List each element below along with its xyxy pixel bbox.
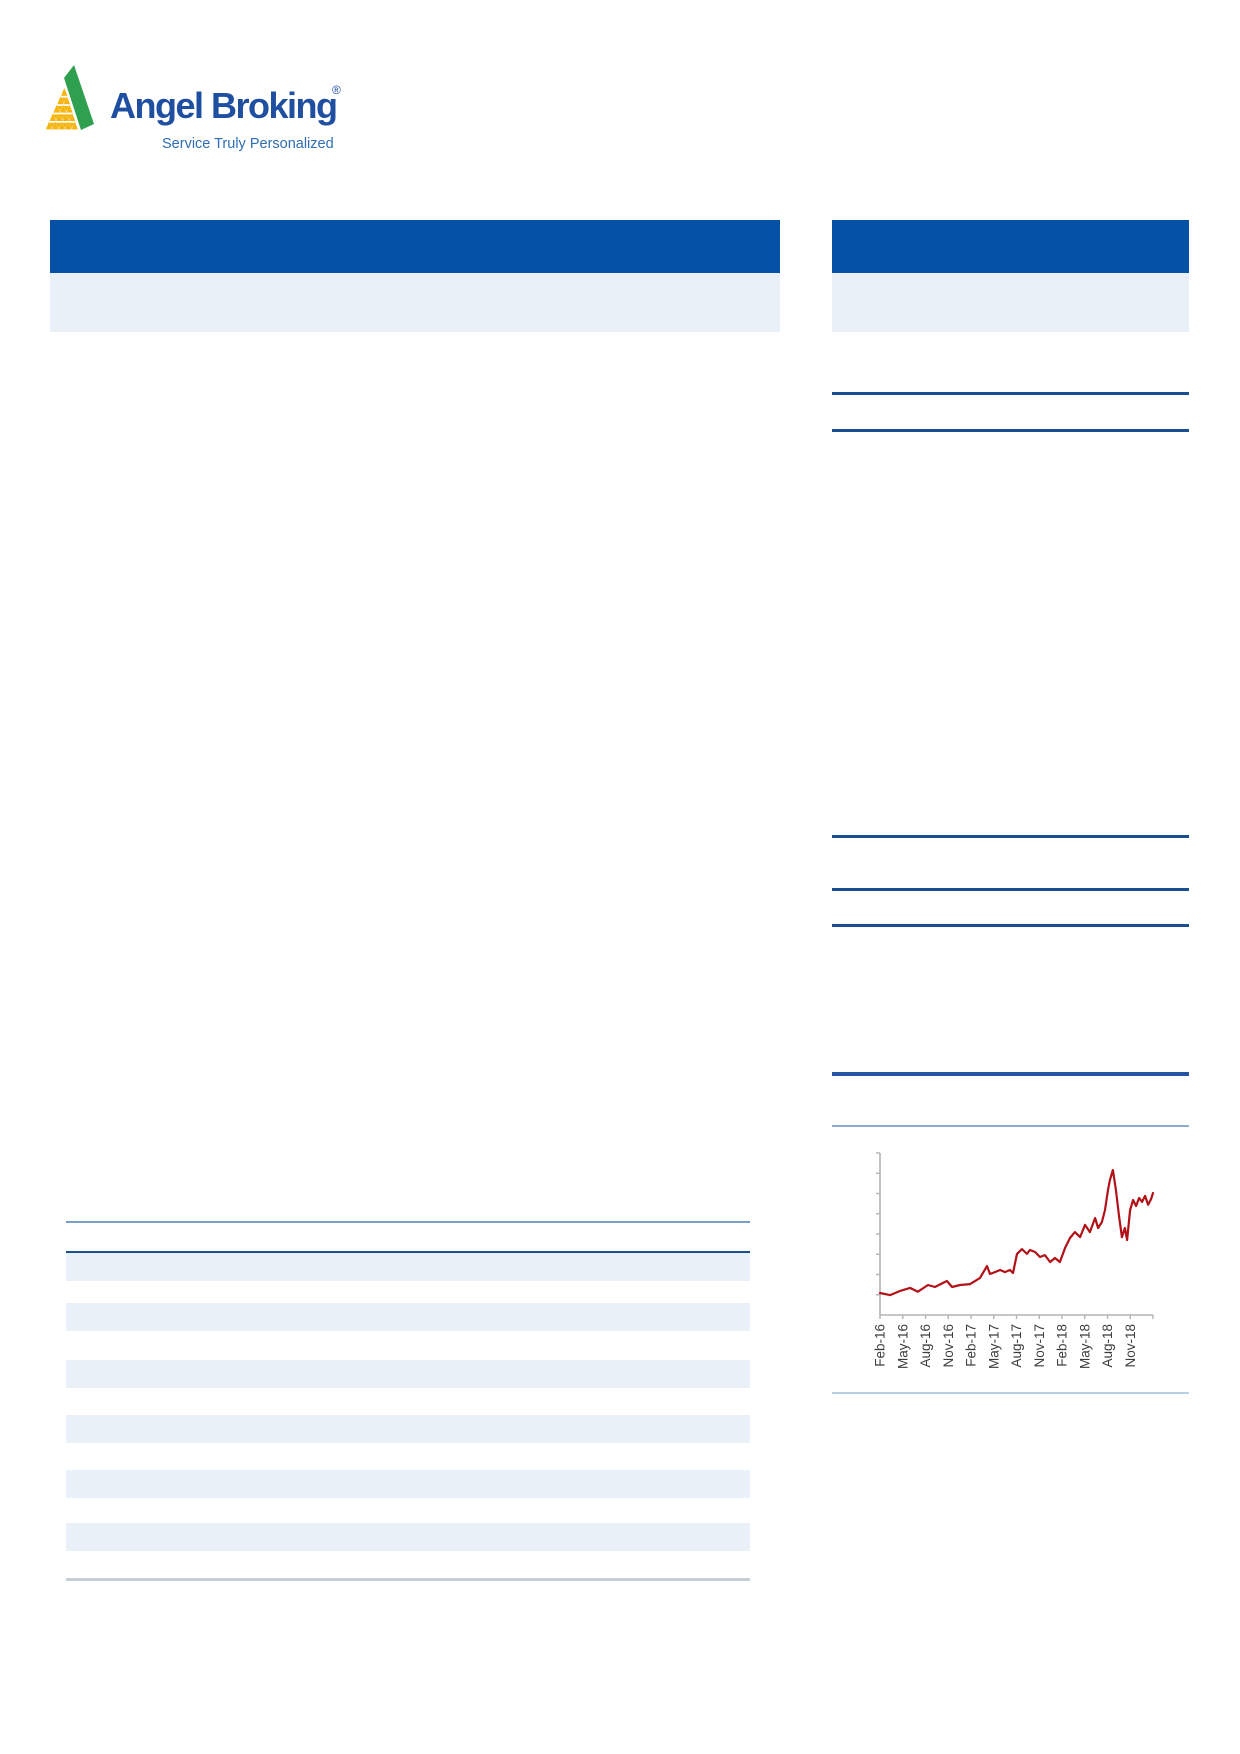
x-axis-label: Nov-16 bbox=[941, 1324, 956, 1368]
table-row bbox=[66, 1253, 750, 1281]
x-axis-label: Nov-17 bbox=[1032, 1324, 1047, 1368]
logo-yellow-pyramid bbox=[45, 88, 78, 130]
x-axis-label: Feb-17 bbox=[964, 1324, 979, 1367]
x-axis-label: Aug-18 bbox=[1100, 1324, 1115, 1368]
price-chart-svg: Feb-16 May-16 Aug-16 Nov-16 Feb-17 May-17 Aug-… bbox=[873, 1152, 1155, 1369]
right-rule-6 bbox=[832, 1072, 1189, 1076]
angel-broking-logo: Angel Broking ® Service Truly Personaliz… bbox=[45, 65, 341, 152]
price-line-series bbox=[878, 1168, 1155, 1297]
right-rule-2 bbox=[832, 429, 1189, 432]
table-bottom-rule bbox=[66, 1578, 750, 1581]
table-row bbox=[66, 1303, 750, 1331]
x-axis-label: Feb-18 bbox=[1055, 1324, 1070, 1367]
table-header-rule bbox=[66, 1251, 750, 1253]
table-row bbox=[66, 1470, 750, 1498]
x-axis-label: May-18 bbox=[1077, 1324, 1092, 1369]
x-axis-label: Nov-18 bbox=[1123, 1324, 1138, 1368]
x-axis-label: May-17 bbox=[986, 1324, 1001, 1369]
x-axis-label: Aug-17 bbox=[1009, 1324, 1024, 1368]
brand-name-text: Angel Broking bbox=[110, 85, 337, 126]
x-axis-label: Aug-16 bbox=[918, 1324, 933, 1368]
left-title-bar bbox=[50, 220, 780, 273]
right-rule-1 bbox=[832, 392, 1189, 395]
right-rule-4 bbox=[832, 888, 1189, 891]
table-row bbox=[66, 1415, 750, 1443]
registered-mark: ® bbox=[332, 83, 341, 97]
right-rule-7 bbox=[832, 1125, 1189, 1127]
table-top-rule bbox=[66, 1221, 750, 1223]
logo-green-stroke bbox=[64, 65, 94, 130]
chart-bottom-rule bbox=[832, 1392, 1189, 1394]
right-rule-3 bbox=[832, 835, 1189, 838]
x-axis-label: May-16 bbox=[895, 1324, 910, 1369]
table-row bbox=[66, 1523, 750, 1551]
left-subtitle-bar bbox=[50, 273, 780, 332]
table-row bbox=[66, 1360, 750, 1388]
x-axis-label: Feb-16 bbox=[873, 1324, 888, 1367]
right-title-bar bbox=[832, 220, 1189, 273]
brand-tagline-text: Service Truly Personalized bbox=[162, 136, 334, 152]
right-subtitle-bar bbox=[832, 273, 1189, 332]
logo-mark bbox=[45, 65, 94, 130]
right-rule-5 bbox=[832, 924, 1189, 927]
